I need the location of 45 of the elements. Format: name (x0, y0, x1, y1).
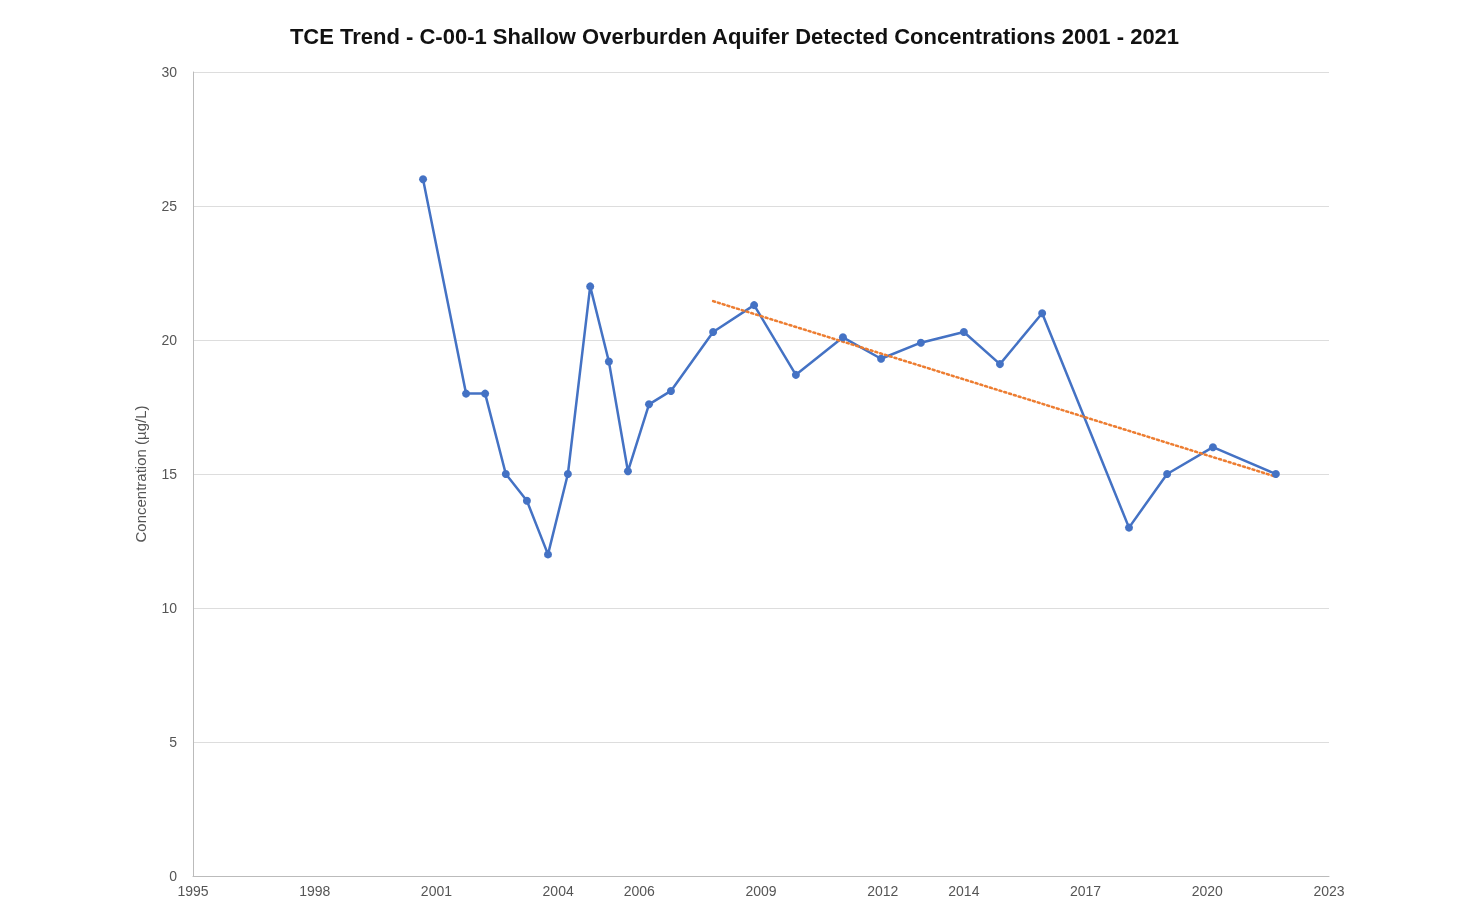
point (501, 470, 510, 478)
point (1163, 470, 1172, 478)
chart-title: TCE Trend - C-00-1 Shallow Overburden Aquifer Detected Concentrations 2001 - 2021 (289, 23, 1180, 49)
point (877, 354, 886, 363)
point (544, 550, 552, 559)
point (959, 327, 968, 336)
point (791, 370, 800, 379)
x-tick-label: 2023 (1313, 883, 1345, 899)
point (1038, 309, 1047, 318)
point (995, 360, 1004, 369)
point (563, 470, 572, 478)
point (645, 400, 654, 409)
point (462, 389, 471, 398)
x-tick-label: 1995 (177, 883, 209, 899)
point (1271, 470, 1280, 478)
x-tick-label: 2014 (948, 883, 980, 899)
x-tick-label: 2001 (420, 883, 453, 899)
y-tick-label: 15 (161, 466, 178, 482)
y-tick-label: 20 (161, 332, 178, 348)
point (481, 389, 490, 398)
point (586, 282, 595, 291)
point (1124, 523, 1133, 532)
x-tick-label: 2020 (1191, 883, 1224, 899)
point (419, 175, 428, 184)
x-tick-label: 2012 (867, 883, 899, 899)
y-tick-label: 0 (169, 868, 178, 884)
point (666, 386, 675, 395)
point (522, 496, 531, 505)
x-tick-label: 2009 (745, 883, 777, 899)
point (916, 338, 925, 347)
y-tick-label: 30 (161, 64, 178, 80)
x-tick-label: 2006 (623, 883, 656, 899)
point (1208, 443, 1217, 452)
point (838, 333, 847, 342)
x-tick-label: 1998 (299, 883, 331, 899)
y-tick-label: 25 (161, 198, 178, 214)
point (623, 467, 632, 476)
point (750, 301, 759, 310)
point (604, 357, 613, 366)
y-tick-label: 10 (161, 600, 178, 616)
x-tick-label: 2004 (542, 883, 574, 899)
x-tick-label: 2017 (1069, 883, 1102, 899)
point (709, 327, 718, 336)
y-axis-title: Concentration (µg/L) (132, 405, 149, 543)
y-tick-label: 5 (169, 734, 178, 750)
